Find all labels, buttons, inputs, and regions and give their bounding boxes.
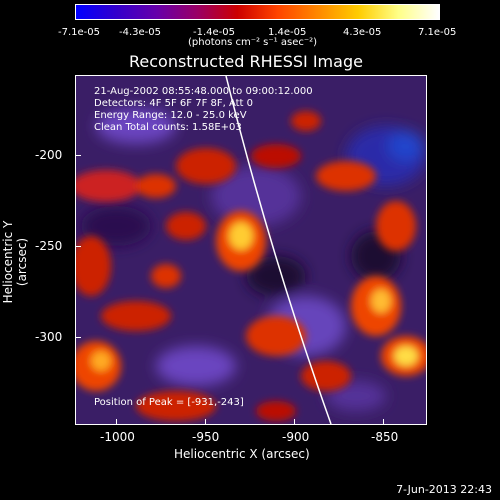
x-axis-label: Heliocentric X (arcsec) [174,447,310,461]
info-line: Detectors: 4F 5F 6F 7F 8F, Att 0 [94,98,254,109]
colorbar [75,4,440,20]
x-tick-label: -850 [371,430,399,444]
peak-label: Position of Peak = [-931,-243] [94,397,244,408]
y-axis-label: Heliocentric Y (arcsec) [1,220,29,304]
colorbar-tick-label: 1.4e-05 [268,27,307,38]
colorbar-tick-label: -1.4e-05 [193,27,235,38]
x-tick-mark [116,419,117,425]
reconstructed-image [76,76,426,424]
x-tick-mark [205,419,206,425]
solar-limb-line [225,76,332,424]
x-tick-mark [383,419,384,425]
plot-area: 21-Aug-2002 08:55:48.000 to 09:00:12.000… [75,75,427,425]
info-line: Clean Total counts: 1.58E+03 [94,122,242,133]
x-tick-label: -950 [192,430,220,444]
y-tick-mark [75,155,81,156]
colorbar-tick-label: -7.1e-05 [58,27,100,38]
x-tick-label: -900 [282,430,310,444]
colorbar-tick-label: -4.3e-05 [119,27,161,38]
y-tick-label: -300 [35,330,63,344]
colorbar-tick-label: 7.1e-05 [418,27,457,38]
x-tick-mark [294,419,295,425]
timestamp: 7-Jun-2013 22:43 [396,483,492,496]
y-tick-mark [75,246,81,247]
info-line: 21-Aug-2002 08:55:48.000 to 09:00:12.000 [94,86,313,97]
colorbar-units: (photons cm⁻² s⁻¹ asec⁻²) [188,37,318,48]
x-tick-label: -1000 [100,430,135,444]
info-line: Energy Range: 12.0 - 25.0 keV [94,110,247,121]
y-tick-label: -200 [35,148,63,162]
y-tick-mark [75,337,81,338]
colorbar-tick-label: 4.3e-05 [343,27,382,38]
y-tick-label: -250 [35,239,63,253]
plot-title: Reconstructed RHESSI Image [129,52,363,71]
